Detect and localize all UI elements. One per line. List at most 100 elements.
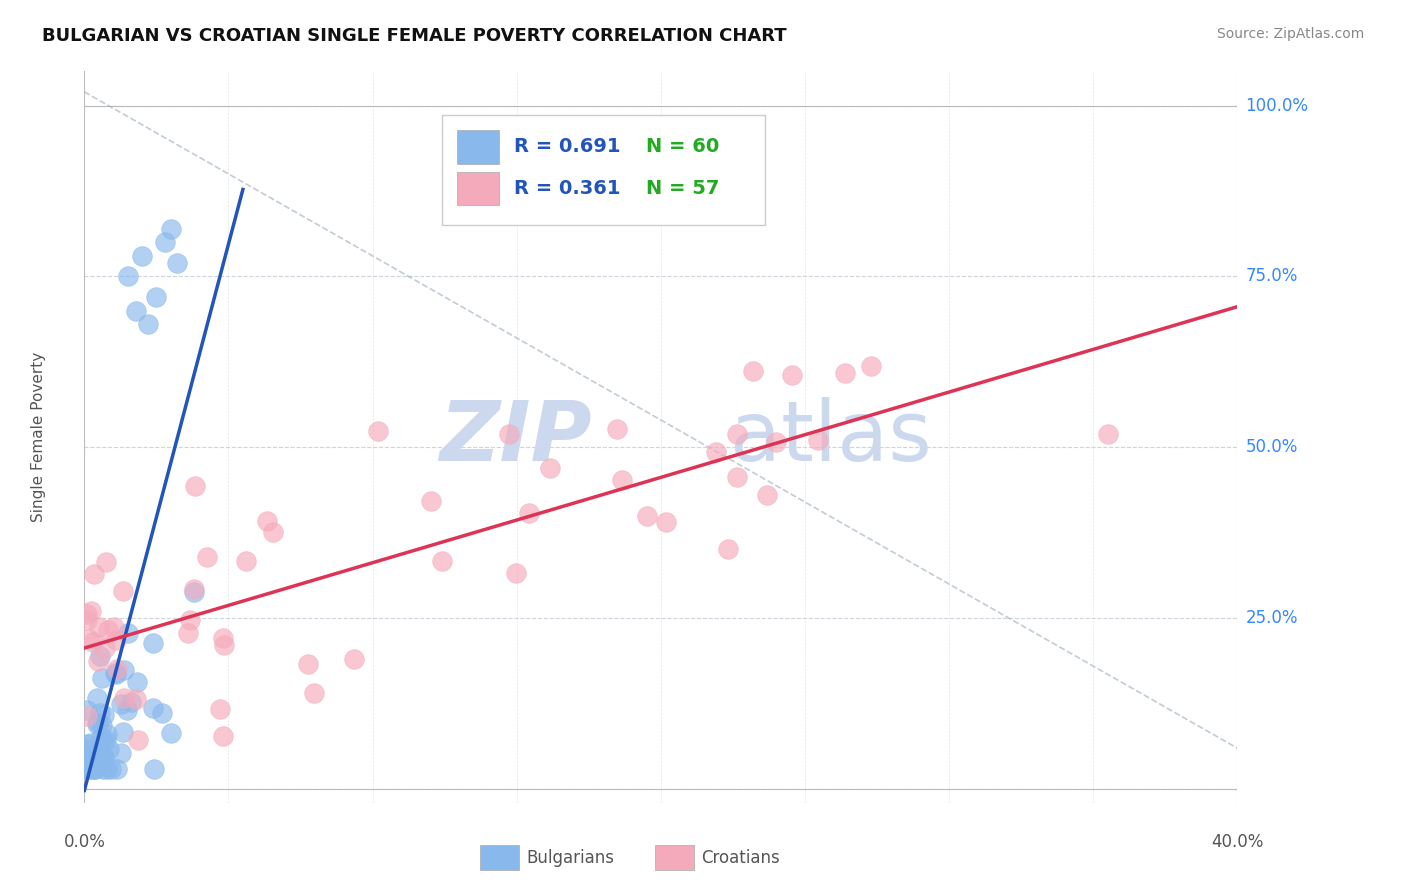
Text: BULGARIAN VS CROATIAN SINGLE FEMALE POVERTY CORRELATION CHART: BULGARIAN VS CROATIAN SINGLE FEMALE POVE… xyxy=(42,27,787,45)
FancyBboxPatch shape xyxy=(457,130,499,163)
Point xyxy=(256,514,278,528)
Point xyxy=(654,516,676,530)
Point xyxy=(367,424,389,438)
Point xyxy=(184,479,207,493)
Point xyxy=(150,706,173,721)
Text: R = 0.691: R = 0.691 xyxy=(515,137,621,156)
Point xyxy=(100,762,122,776)
Point xyxy=(212,638,235,652)
Point xyxy=(765,434,787,449)
Point xyxy=(91,762,114,776)
Point xyxy=(302,686,325,700)
Point xyxy=(80,761,103,775)
Point xyxy=(76,762,98,776)
FancyBboxPatch shape xyxy=(479,846,519,870)
Point xyxy=(110,697,132,711)
Point xyxy=(87,620,110,634)
Point xyxy=(262,524,284,539)
Point xyxy=(183,585,205,599)
Text: Source: ZipAtlas.com: Source: ZipAtlas.com xyxy=(1216,27,1364,41)
Point xyxy=(112,583,135,598)
Point xyxy=(94,555,117,569)
Point xyxy=(756,487,779,501)
Text: Croatians: Croatians xyxy=(702,848,780,867)
Point xyxy=(183,582,205,596)
Point xyxy=(89,648,111,663)
Point xyxy=(197,549,219,564)
Point xyxy=(432,554,454,568)
Text: 100.0%: 100.0% xyxy=(1246,96,1309,114)
Text: 50.0%: 50.0% xyxy=(1246,438,1298,457)
Point xyxy=(120,695,142,709)
Point xyxy=(297,657,319,672)
Point xyxy=(160,221,183,235)
FancyBboxPatch shape xyxy=(457,171,499,205)
Point xyxy=(112,690,135,705)
Point xyxy=(517,506,540,520)
Point xyxy=(97,623,120,637)
Point xyxy=(142,636,165,650)
Point xyxy=(77,632,100,647)
Point xyxy=(105,662,128,676)
Point xyxy=(82,635,104,649)
Point xyxy=(105,666,128,681)
Point xyxy=(91,748,114,763)
Point xyxy=(76,737,98,751)
Point xyxy=(112,724,135,739)
Point xyxy=(93,734,115,748)
Point xyxy=(84,762,107,776)
Point xyxy=(142,762,165,776)
Point xyxy=(211,632,233,646)
Point xyxy=(125,303,148,318)
Point xyxy=(212,730,235,744)
Point xyxy=(83,762,105,776)
Point xyxy=(117,626,139,640)
Point xyxy=(80,753,103,767)
Text: N = 60: N = 60 xyxy=(645,137,718,156)
Point xyxy=(89,706,111,720)
Point xyxy=(104,666,127,681)
Point xyxy=(76,708,98,723)
Point xyxy=(90,671,112,685)
Point xyxy=(86,691,108,706)
Point xyxy=(637,508,659,523)
Point xyxy=(153,235,176,250)
Text: Single Female Poverty: Single Female Poverty xyxy=(31,352,46,522)
Point xyxy=(725,469,748,483)
Text: ZIP: ZIP xyxy=(439,397,592,477)
FancyBboxPatch shape xyxy=(655,846,695,870)
Point xyxy=(117,269,139,284)
Point xyxy=(742,364,765,378)
Point xyxy=(780,368,803,382)
Point xyxy=(131,249,153,263)
Point xyxy=(76,703,98,717)
Point xyxy=(208,702,231,716)
Point xyxy=(86,716,108,731)
Point xyxy=(166,256,188,270)
Point xyxy=(179,613,201,627)
Point xyxy=(145,290,167,304)
Point xyxy=(77,762,100,776)
Point xyxy=(93,751,115,765)
Point xyxy=(834,366,856,380)
Point xyxy=(83,762,105,776)
Point xyxy=(860,359,883,374)
Point xyxy=(80,736,103,750)
Point xyxy=(115,703,138,717)
Point xyxy=(90,730,112,744)
Text: 0.0%: 0.0% xyxy=(63,833,105,851)
Point xyxy=(86,717,108,731)
Text: N = 57: N = 57 xyxy=(645,179,720,198)
Point xyxy=(83,567,105,582)
Point xyxy=(104,633,127,648)
Point xyxy=(112,663,135,677)
Text: atlas: atlas xyxy=(730,397,932,477)
Point xyxy=(105,762,128,776)
Point xyxy=(704,445,727,459)
Text: 75.0%: 75.0% xyxy=(1246,268,1298,285)
Point xyxy=(76,742,98,756)
Point xyxy=(96,762,118,776)
Point xyxy=(159,726,181,740)
Point xyxy=(538,460,561,475)
Point xyxy=(807,433,830,447)
